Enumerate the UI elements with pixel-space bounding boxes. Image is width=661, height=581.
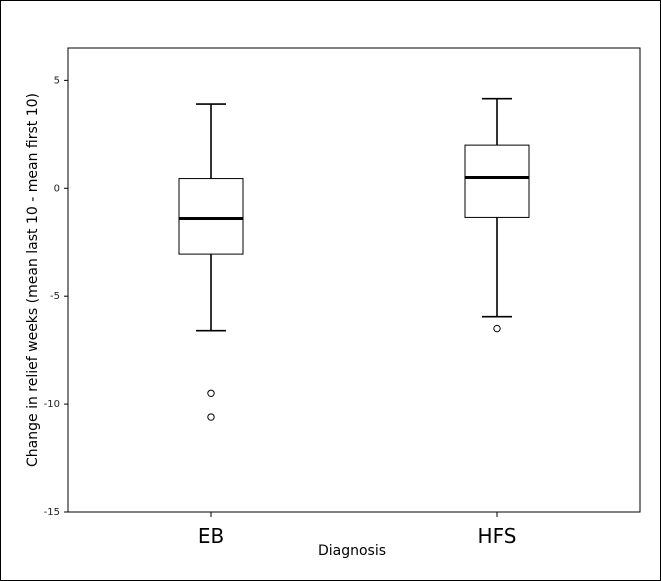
box-hfs [464, 97, 530, 333]
outlier-point [493, 324, 501, 333]
y-tick-label: -15 [44, 507, 60, 518]
box-group [178, 97, 530, 421]
plot-area [67, 47, 641, 513]
outlier-point [207, 389, 215, 398]
y-tick-label: -5 [50, 291, 60, 302]
x-tick-label: HFS [478, 524, 517, 548]
y-tick-label: 5 [54, 75, 60, 86]
outlier-point [207, 413, 215, 421]
y-axis-title: Change in relief weeks (mean last 10 - m… [25, 93, 41, 467]
x-axis: EB HFS [198, 512, 517, 548]
x-axis-title: Diagnosis [318, 543, 386, 559]
iqr-box [464, 144, 530, 218]
box-eb [178, 103, 244, 421]
y-tick-label: -10 [44, 399, 60, 410]
y-axis: 5 0 -5 -10 -15 [44, 75, 68, 518]
iqr-box [178, 178, 244, 255]
x-tick-label: EB [198, 524, 224, 548]
y-tick-label: 0 [54, 183, 60, 194]
